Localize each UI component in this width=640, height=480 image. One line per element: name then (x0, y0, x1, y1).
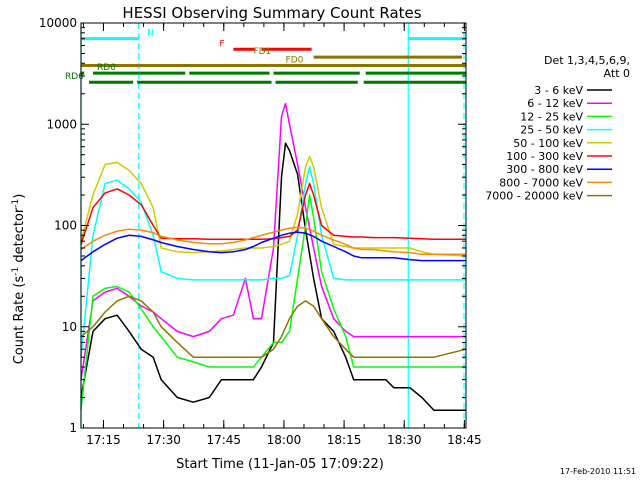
series-line-800-7000-kev (80, 226, 466, 256)
y-axis-label-main: Count Rate (s (12, 276, 27, 365)
state-bar-label-f: F (219, 39, 224, 49)
legend-label-50-100-kev: 50 - 100 keV (513, 137, 583, 150)
x-tick-label-17-30: 17:30 (146, 433, 181, 447)
axis-ticks: 17:15 17:30 17:45 18:00 18:15 18:30 18:45 1 10 10… (39, 16, 482, 447)
series-line-50-100-kev (80, 155, 467, 257)
legend-label-25-50-kev: 25 - 50 keV (520, 124, 583, 137)
legend-label-3-6-kev: 3 - 6 keV (534, 84, 583, 97)
state-bars: N F FD1 FD0 RD0 RD6 (65, 29, 466, 84)
legend-label-6-12-kev: 6 - 12 keV (527, 97, 583, 110)
y-axis-label-sup1: -1 (11, 267, 21, 276)
series-line-25-50-kev (80, 166, 466, 358)
state-bar-label-fd0: FD0 (286, 56, 304, 66)
x-tick-label-18-45: 18:45 (447, 433, 482, 447)
series-line-100-300-kev (80, 182, 466, 245)
y-axis-label-mid: detector (12, 207, 27, 267)
legend-label-300-800-kev: 300 - 800 keV (506, 163, 583, 176)
y-tick-label-1000: 1000 (46, 117, 77, 131)
state-bar-label-n: N (147, 29, 154, 39)
x-axis-label: Start Time (11-Jan-05 17:09:22) (176, 457, 384, 472)
state-bar-label-rd6: RD6 (65, 72, 84, 82)
y-tick-label-1: 1 (69, 421, 77, 435)
series-line-6-12-kev (80, 102, 466, 380)
state-bar-label-fd1: FD1 (253, 47, 271, 57)
series-line-3-6-kev (80, 142, 466, 411)
y-tick-label-100: 100 (54, 219, 77, 233)
legend-label-800-7000-kev: 800 - 7000 keV (499, 176, 583, 189)
footer-timestamp: 17-Feb-2010 11:51 (560, 467, 636, 476)
chart-title: HESSI Observing Summary Count Rates (122, 4, 421, 22)
x-tick-label-17-15: 17:15 (86, 433, 121, 447)
y-tick-label-10: 10 (62, 320, 77, 334)
legend-header-1: Att 0 (604, 67, 630, 80)
legend-label-7000-20000-kev: 7000 - 20000 keV (485, 190, 583, 203)
legend-label-12-25-kev: 12 - 25 keV (520, 110, 583, 123)
x-tick-label-18-00: 18:00 (267, 433, 302, 447)
series-line-300-800-kev (80, 231, 466, 262)
legend-header-0: Det 1,3,4,5,6,9, (544, 54, 630, 67)
legend-label-100-300-kev: 100 - 300 keV (506, 150, 583, 163)
state-bar-label-rd0: RD0 (97, 63, 116, 73)
x-tick-label-17-45: 17:45 (206, 433, 241, 447)
series-line-12-25-kev (80, 194, 466, 411)
y-axis-label: Count Rate (s-1 detector-1) (11, 194, 27, 365)
y-axis-label-end: ) (12, 194, 27, 199)
series-lines (80, 102, 467, 411)
x-tick-label-18-30: 18:30 (387, 433, 422, 447)
x-tick-label-18-15: 18:15 (327, 433, 362, 447)
y-axis-label-sup2: -1 (11, 199, 21, 208)
y-tick-label-10000: 10000 (39, 16, 77, 30)
series-line-7000-20000-kev (80, 295, 467, 358)
